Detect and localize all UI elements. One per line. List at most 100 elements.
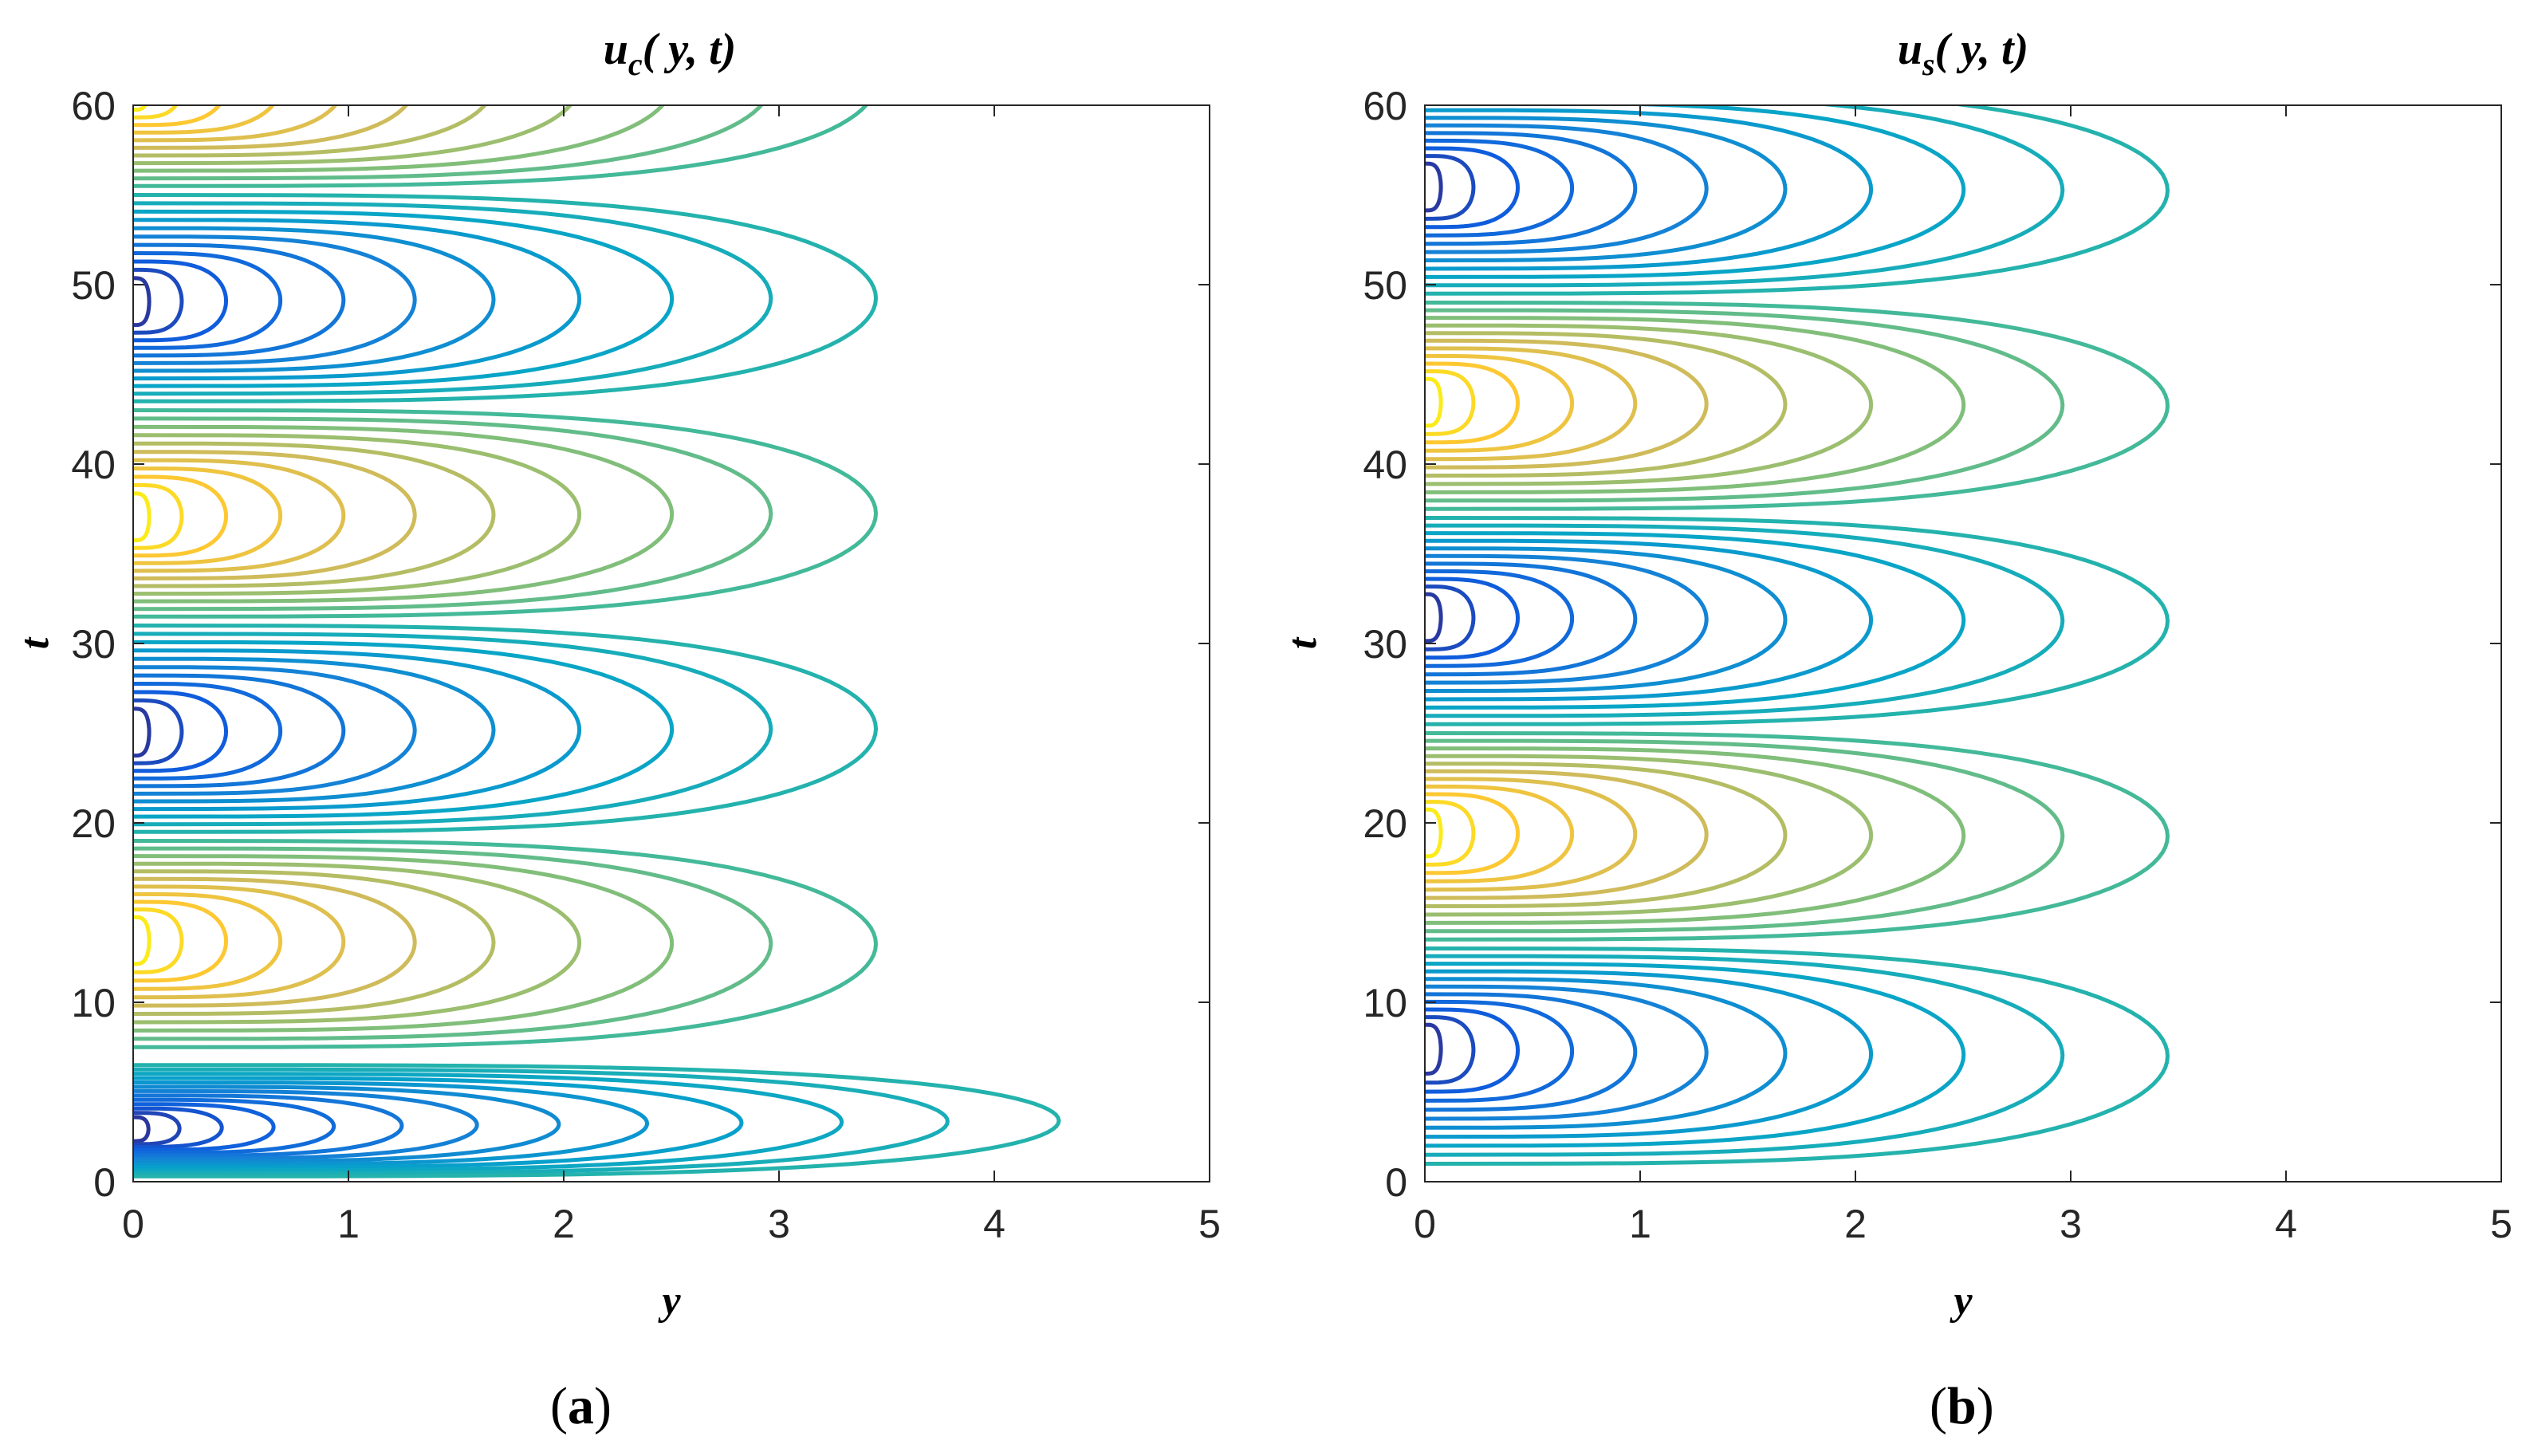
panel-b-contour-lobe-2-level-0 [1425,592,1443,643]
panel-b-contour-lobe-0-level-5 [1425,984,1709,1121]
panel-b-contour-lobe-0-level-3 [1425,999,1575,1103]
panel-a-ytick-label-0: 0 [93,1160,116,1205]
panel-a-contour-lobe-2-level-1 [133,698,184,765]
panel-a-contour-lobe-5-level-2 [133,105,222,128]
panel-a-contour-lobe-3-level-2 [133,474,229,558]
panel-a-contour-lobe-0-level-7 [133,1084,561,1164]
panel-b-contour-lobe-3-level-2 [1425,361,1521,445]
panel-b-contour-lobe-4-level-1 [1425,154,1476,221]
panel-a-contour-lobe-1-level-8 [133,854,675,1033]
panel-b-contour-lobe-4-level-2 [1425,146,1521,230]
panel-b-contour-lobe-1-level-1 [1425,800,1476,867]
panel-b-contour-lobe-2-level-2 [1425,576,1521,660]
panel-a-contour-lobe-5-level-10 [133,105,869,188]
panel-b-contour-lobe-1-level-9 [1425,738,2065,934]
panel-a-contour-lobe-3-level-5 [133,450,417,580]
panel-a-xtick-label-4: 4 [983,1202,1005,1246]
panel-a-title-base: u [604,25,628,74]
panel-b-xtick-label-1: 1 [1629,1202,1651,1246]
panel-b-contour-lobe-0-level-4 [1425,992,1638,1112]
panel-a-contour-lobe-3-level-1 [133,482,184,550]
panel-b-contour-lobe-0-level-9 [1425,954,2065,1157]
panel-a-contour-lobe-3-level-3 [133,466,283,565]
panel-a-contour-lobe-0-level-6 [133,1088,479,1161]
panel-b-xtick-label-4: 4 [2275,1202,2297,1246]
panel-a-contour-lobe-4-level-9 [133,201,773,396]
panel-a-contour-lobe-2-level-6 [133,656,496,804]
panel-b-title-base: u [1898,25,1922,74]
panel-b-contour-lobe-2-level-10 [1425,516,2170,726]
panel-b-contour-lobe-0-level-7 [1425,969,1874,1139]
panel-a-contour-lobe-1-level-6 [133,869,496,1016]
panel-b-contour-lobe-2-level-5 [1425,553,1709,685]
panel-b-contour-lobe-2-level-7 [1425,538,1874,702]
panel-b-contour-lobe-3-level-6 [1425,331,1788,478]
panel-b-xtick-label-5: 5 [2490,1202,2512,1246]
panel-a-xtick-label-3: 3 [768,1202,790,1246]
panel-a-contour-lobe-3-level-0 [133,491,151,543]
panel-b-xlabel: y [1949,1278,1973,1324]
panel-b-title-sub: s [1922,46,1935,82]
panel-a-contour-lobe-5-level-0 [133,105,148,112]
panel-a-contour-lobe-5-level-7 [133,105,573,166]
panel-a-contour-lobe-1-level-7 [133,861,582,1025]
panel-a-contour-lobe-2-level-10 [133,624,879,834]
panel-b-contour-lobe-3-level-10 [1425,301,2170,511]
panel-a-contour-lobe-5-level-4 [133,105,338,143]
panel-a-ytick-label-6: 60 [71,84,116,128]
panel-b-contour-lobe-1-level-5 [1425,769,1709,900]
panel-b-contour-lobe-4-level-0 [1425,161,1443,213]
panel-b-contour-lobe-0-level-10 [1425,946,2170,1166]
panel-a-contour-lobe-1-level-2 [133,899,229,983]
panel-b-contour-lobe-1-level-3 [1425,784,1575,883]
panel-b-contour-lines [1425,105,2170,1166]
panel-a-contour-lobe-4-level-0 [133,276,151,328]
panel-a-contour-lobe-4-level-6 [133,226,496,373]
panel-a-contour-lobe-0-level-11 [133,1067,950,1176]
panel-b-contour-lobe-3-level-9 [1425,308,2065,503]
panel-b-contour-lobe-3-level-4 [1425,346,1638,462]
panel-a-contour-lobe-2-level-9 [133,632,773,827]
panel-a-contour-lobe-3-level-7 [133,433,582,596]
panel-b-contour-lobe-0-level-1 [1425,1015,1476,1085]
panel-a-title-args: ( y, t) [643,25,737,74]
panel-a-contour-lobe-0-level-1 [133,1111,182,1147]
panel-b-contour-lobe-2-level-1 [1425,584,1476,651]
panel-a-xtick-label-5: 5 [1198,1202,1221,1246]
panel-a-contour-lobe-0-level-5 [133,1093,404,1158]
panel-b-ytick-label-3: 30 [1363,622,1407,667]
panel-b-contour-lobe-2-level-3 [1425,569,1575,668]
panel-b-contour-lobe-4-level-4 [1425,131,1638,246]
panel-a-contour-lobe-2-level-4 [133,673,346,789]
panel-a-ytick-label-2: 20 [71,801,116,846]
panel-a-contour-lobe-2-level-3 [133,682,283,781]
panel-a-contour-lobe-3-level-9 [133,416,773,612]
panel-b-xtick-label-2: 2 [1844,1202,1867,1246]
panel-b-contour-lobe-4-level-6 [1425,116,1788,262]
panel-a-contour-lines [133,105,1061,1179]
panel-a-contour-lobe-0-level-12 [133,1063,1061,1179]
panel-b-caption-letter: b [1946,1377,1977,1435]
panel-b-xtick-label-0: 0 [1414,1202,1436,1246]
panel-a-ytick-label-3: 30 [71,622,116,667]
panel-a-contour-lobe-3-level-8 [133,424,675,604]
panel-a-contour-lobe-1-level-1 [133,907,184,974]
panel-b-ytick-label-0: 0 [1385,1160,1407,1205]
panel-b-contour-lobe-0-level-0 [1425,1022,1443,1076]
panel-b-ytick-label-1: 10 [1363,981,1407,1025]
panel-b-contour-lobe-4-level-9 [1425,105,2065,288]
panel-a-contour-lobe-0-level-8 [133,1080,650,1167]
panel-a-contour-lobe-5-level-5 [133,105,409,150]
panel-b-contour-lobe-1-level-10 [1425,731,2170,942]
panel-a-contour-lobe-2-level-7 [133,648,582,812]
panel-b-contour-lobe-4-level-7 [1425,108,1874,271]
panel-a-contour-lobe-5-level-6 [133,105,487,158]
panel-a-ytick-label-4: 40 [71,443,116,487]
panel-b-contour-lobe-3-level-3 [1425,353,1575,453]
panel-b-title: us( y, t) [1898,25,2028,82]
panel-b-contour-lobe-2-level-9 [1425,523,2065,718]
panel-a-contour-lobe-1-level-3 [133,891,283,991]
